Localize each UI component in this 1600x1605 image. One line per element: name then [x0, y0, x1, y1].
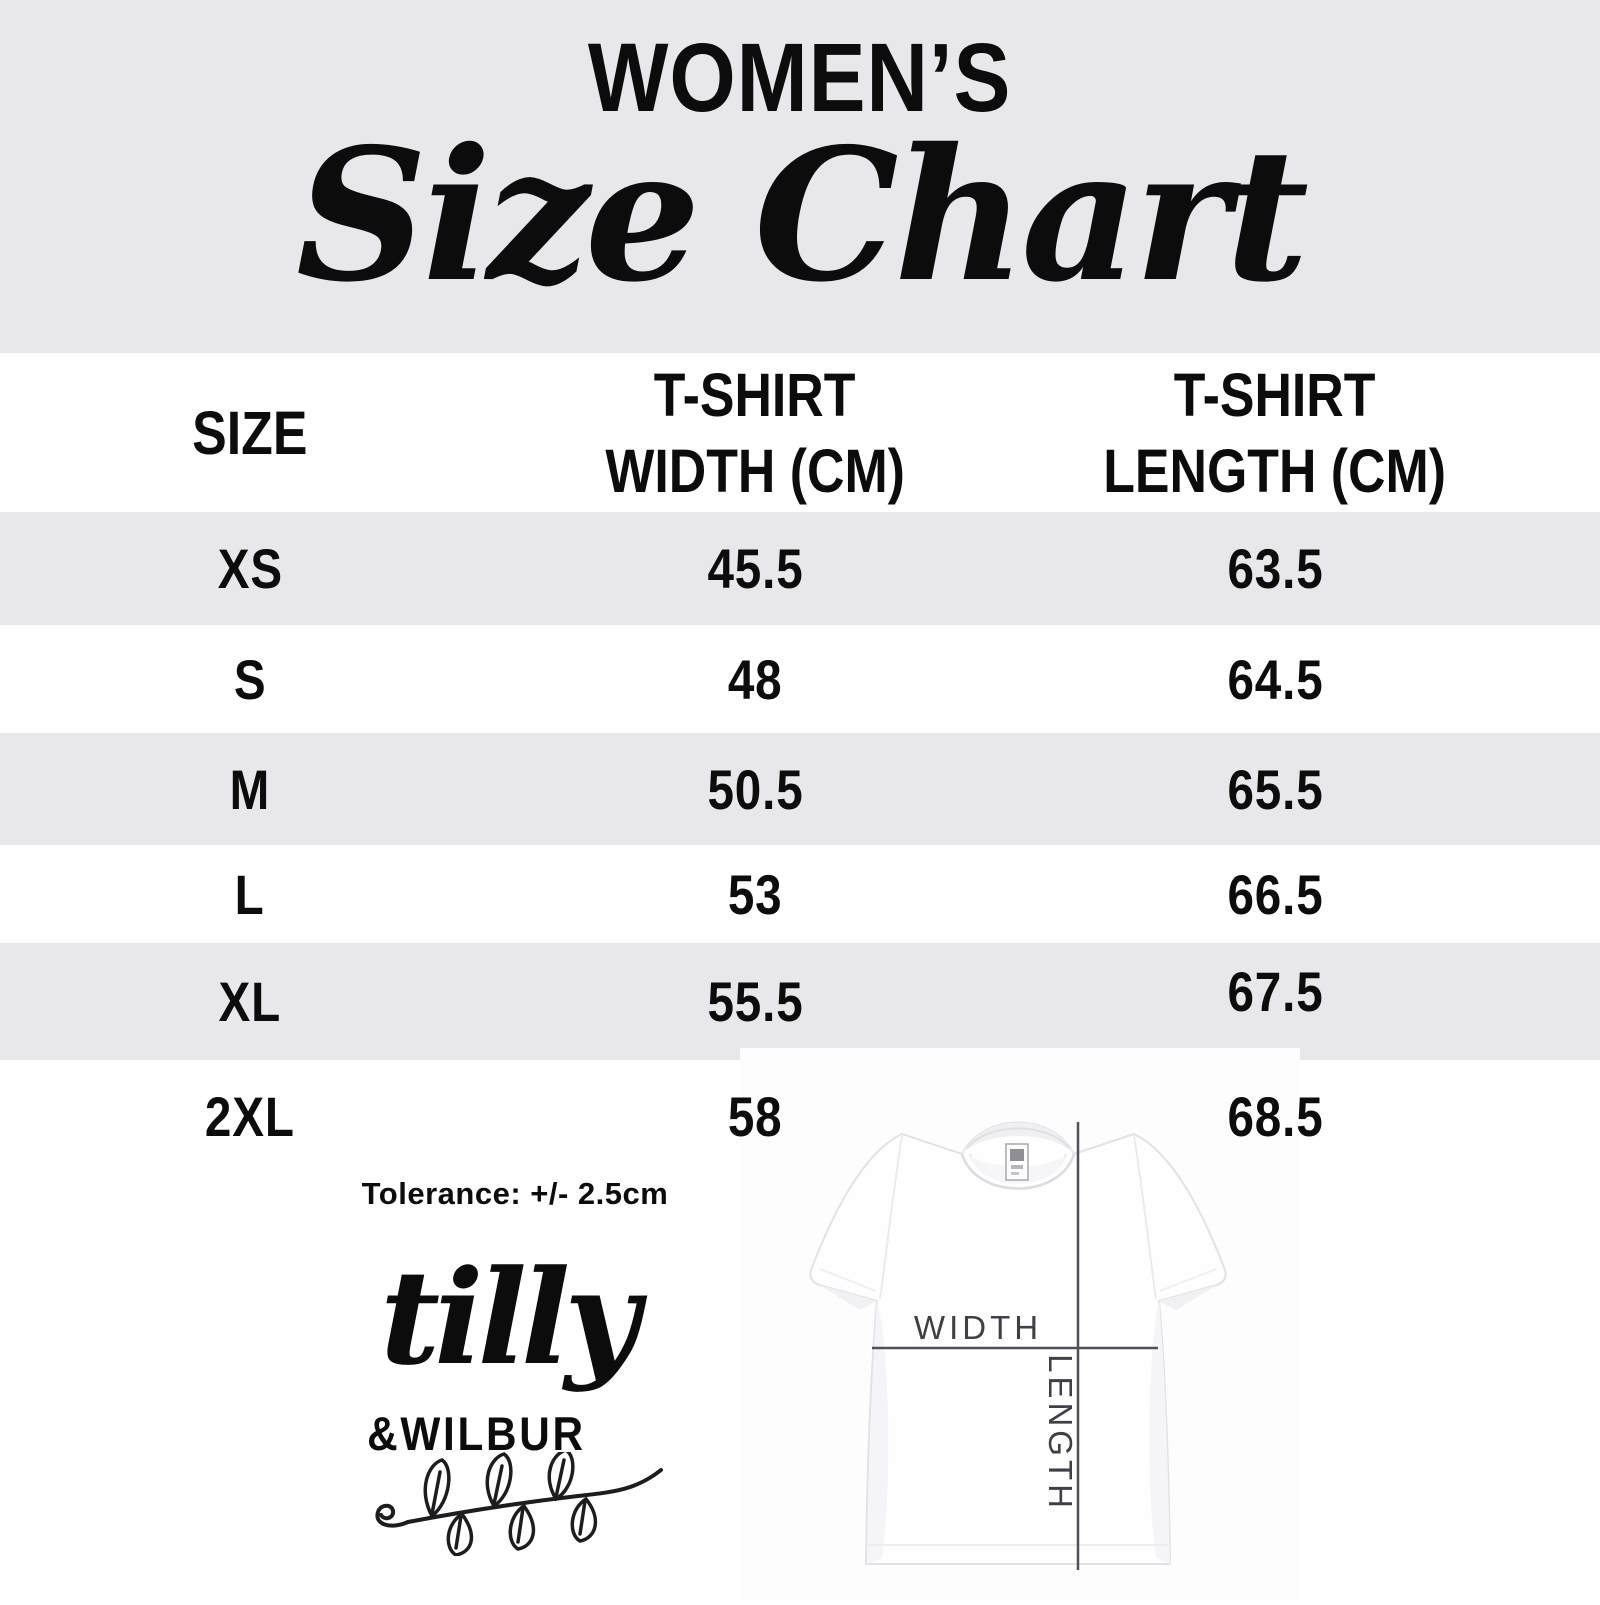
length-value: 66.5: [1226, 862, 1324, 926]
column-header-width: T-SHIRT WIDTH (CM): [605, 360, 905, 505]
length-value: 63.5: [1226, 537, 1324, 600]
size-label: L: [235, 862, 265, 926]
width-value: 53: [727, 862, 783, 926]
page-title: Size Chart: [0, 100, 1600, 330]
width-value: 45.5: [706, 537, 804, 600]
table-row: XL 55.5 67.5: [0, 943, 1600, 1060]
brand-logo-script: tilly: [380, 1241, 640, 1394]
laurel-branch-icon: [375, 1452, 663, 1556]
length-value: 67.5: [1226, 960, 1324, 1023]
header-banner: WOMEN’S Size Chart: [0, 0, 1600, 353]
tshirt-diagram: WIDTH LENGTH: [809, 1121, 1227, 1570]
column-header-size: SIZE: [192, 398, 308, 467]
width-label: WIDTH: [914, 1309, 1042, 1346]
size-label: XL: [218, 970, 282, 1033]
column-header-length: T-SHIRT LENGTH (CM): [1103, 360, 1447, 505]
size-label: M: [229, 757, 271, 821]
header-eyebrow: WOMEN’S: [0, 22, 1600, 134]
table-row: S 48 64.5: [0, 625, 1600, 733]
neck-label-tag: [1005, 1143, 1029, 1181]
table-header-row: SIZE T-SHIRT WIDTH (CM) T-SHIRT LENGTH (…: [0, 353, 1600, 512]
header-eyebrow-text: WOMEN’S: [588, 23, 1012, 132]
width-value: 58: [727, 1084, 783, 1148]
table-row: L 53 66.5: [0, 845, 1600, 943]
tolerance-note: Tolerance: +/- 2.5cm: [361, 1176, 669, 1211]
table-row: 2XL 58 68.5: [0, 1060, 1600, 1172]
table-row: M 50.5 65.5: [0, 733, 1600, 845]
width-value: 55.5: [706, 970, 804, 1033]
tshirt-measurement-photo: WIDTH LENGTH: [740, 1048, 1300, 1600]
page-title-text: Size Chart: [295, 108, 1309, 322]
size-label: XS: [217, 537, 283, 600]
length-value: 68.5: [1226, 1084, 1324, 1148]
width-value: 48: [727, 647, 783, 711]
brand-logo-caps: &WILBUR: [366, 1407, 586, 1460]
tshirt-body: [809, 1121, 1227, 1565]
length-label: LENGTH: [1042, 1354, 1079, 1512]
table-row: XS 45.5 63.5: [0, 512, 1600, 625]
length-value: 65.5: [1226, 757, 1324, 821]
size-label: S: [233, 647, 267, 711]
length-value: 64.5: [1226, 647, 1324, 711]
width-value: 50.5: [706, 757, 804, 821]
size-label: 2XL: [205, 1084, 295, 1148]
